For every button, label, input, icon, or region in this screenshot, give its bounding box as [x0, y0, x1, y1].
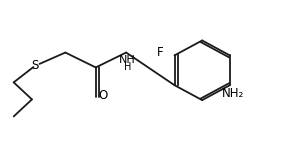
Text: O: O — [99, 89, 108, 102]
Text: NH₂: NH₂ — [222, 86, 244, 100]
Text: S: S — [31, 59, 39, 72]
Text: H: H — [124, 62, 131, 72]
Text: NH: NH — [119, 55, 136, 65]
Text: F: F — [157, 46, 164, 59]
